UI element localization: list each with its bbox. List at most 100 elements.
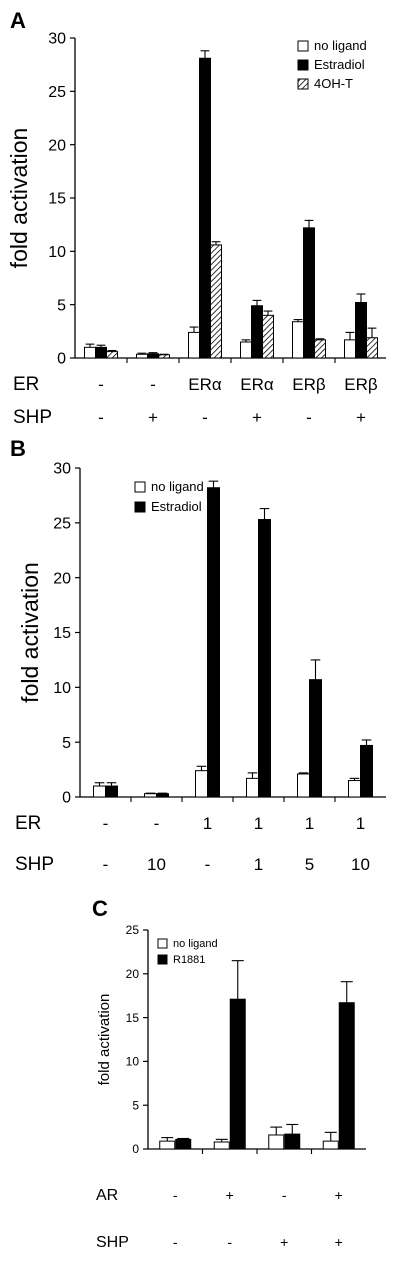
legend-swatch <box>297 40 309 52</box>
legend-label: 4OH-T <box>314 76 353 91</box>
bar-open <box>344 339 356 359</box>
bar-hatched <box>366 337 378 359</box>
bar-open <box>136 353 148 359</box>
bar-filled <box>229 998 246 1150</box>
condition-value: - <box>103 814 109 833</box>
legend-label: no ligand <box>173 938 218 950</box>
legend-swatch <box>297 78 309 90</box>
y-axis-label: fold activation <box>17 562 43 703</box>
bar-open <box>159 1140 176 1150</box>
y-tick-label: 5 <box>57 297 66 314</box>
bar-filled <box>147 353 159 359</box>
bar-open <box>246 777 259 798</box>
condition-value: - <box>150 375 156 394</box>
y-tick-label: 20 <box>53 570 71 587</box>
condition-value: ERβ <box>292 375 326 394</box>
bar-hatched <box>158 354 170 359</box>
bar-filled <box>355 302 367 359</box>
condition-value: 10 <box>147 855 166 874</box>
condition-value: - <box>173 1234 178 1250</box>
bar-open <box>322 1140 339 1150</box>
panel-c: C 0 5 10 15 20 25 fold activation no ligand R1881… <box>92 896 366 1251</box>
bar-filled <box>207 487 220 798</box>
condition-value: - <box>306 408 312 427</box>
bar-hatched <box>314 339 326 359</box>
bar-filled <box>199 57 211 359</box>
bar-open <box>213 1141 230 1150</box>
y-tick-label: 5 <box>62 735 71 752</box>
condition-value: 1 <box>203 814 212 833</box>
condition-value: 1 <box>356 814 365 833</box>
condition-value: 1 <box>305 814 314 833</box>
y-tick-label: 10 <box>53 680 71 697</box>
condition-value: - <box>227 1234 232 1250</box>
legend-swatch <box>297 59 309 71</box>
condition-value: + <box>356 408 366 427</box>
legend: no ligand Estradiol <box>134 479 204 514</box>
legend-label: no ligand <box>151 479 204 494</box>
bar-open <box>195 770 208 798</box>
y-tick-label: 25 <box>48 84 66 101</box>
bar-open <box>188 331 200 359</box>
bar-open <box>292 321 304 359</box>
bar-filled <box>175 1138 192 1150</box>
y-tick-label: 20 <box>48 137 66 154</box>
bar-open <box>297 773 310 798</box>
y-tick-label: 30 <box>53 461 71 478</box>
bar-hatched <box>210 244 222 359</box>
y-tick-label: 10 <box>126 1055 140 1069</box>
bar-open <box>268 1134 285 1150</box>
bar-open <box>93 785 106 798</box>
condition-label: SHP <box>15 854 54 875</box>
y-axis-label: fold activation <box>6 128 32 269</box>
y-tick-label: 15 <box>53 625 71 642</box>
y-axis-label: fold activation <box>96 994 113 1086</box>
legend: no ligand R1881 <box>157 938 218 966</box>
y-tick-label: 30 <box>48 31 66 48</box>
condition-value: 10 <box>351 855 370 874</box>
bar-filled <box>258 519 271 798</box>
panel-letter-c: C <box>92 896 108 921</box>
bar-filled <box>360 744 373 798</box>
condition-value: - <box>173 1187 178 1203</box>
condition-value: - <box>205 855 211 874</box>
bar-filled <box>105 785 118 798</box>
panel-letter-a: A <box>10 8 26 33</box>
panel-letter-b: B <box>10 436 26 461</box>
legend-swatch <box>157 954 168 965</box>
y-tick-label: 20 <box>126 967 140 981</box>
bar-hatched <box>106 351 118 359</box>
panel-b: B 0 5 10 15 20 25 30 fold activation no ligand Est… <box>10 436 386 875</box>
bar-open <box>348 780 361 798</box>
legend-label: Estradiol <box>151 499 202 514</box>
condition-value: - <box>154 814 160 833</box>
y-tick-label: 0 <box>62 790 71 807</box>
condition-label: SHP <box>13 407 52 428</box>
legend-label: Estradiol <box>314 57 365 72</box>
legend: no ligand Estradiol 4OH-T <box>297 38 367 91</box>
legend-label: R1881 <box>173 954 205 966</box>
bar-filled <box>303 227 315 359</box>
bar-filled <box>156 793 169 798</box>
bar-open <box>84 346 96 359</box>
condition-value: + <box>252 408 262 427</box>
bar-filled <box>95 346 107 359</box>
legend-swatch <box>134 481 146 493</box>
condition-value: + <box>148 408 158 427</box>
y-tick-label: 25 <box>126 923 140 937</box>
y-tick-label: 10 <box>48 244 66 261</box>
condition-label: AR <box>96 1187 118 1204</box>
bar-filled <box>284 1133 301 1150</box>
y-tick-label: 25 <box>53 515 71 532</box>
condition-value: ERα <box>188 375 222 394</box>
condition-value: - <box>202 408 208 427</box>
condition-value: - <box>98 408 104 427</box>
panel-a: A 0 5 10 15 20 25 30 fold activation no ligand Est… <box>6 8 386 428</box>
condition-value: 1 <box>254 814 263 833</box>
condition-value: ERα <box>240 375 274 394</box>
condition-label: SHP <box>96 1234 129 1251</box>
condition-label: ER <box>15 813 41 834</box>
bar-hatched <box>262 314 274 359</box>
legend-label: no ligand <box>314 38 367 53</box>
